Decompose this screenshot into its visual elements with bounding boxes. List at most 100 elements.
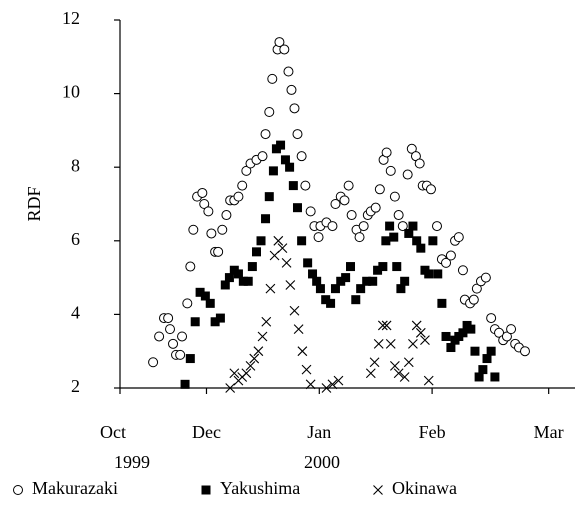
point bbox=[501, 331, 512, 342]
point bbox=[397, 221, 408, 232]
point bbox=[321, 295, 331, 305]
point bbox=[200, 291, 210, 301]
x-tick-label: Feb bbox=[419, 422, 446, 442]
x-tick-label: Mar bbox=[534, 422, 564, 442]
point bbox=[182, 298, 193, 309]
point bbox=[201, 485, 211, 495]
point bbox=[381, 236, 391, 246]
point bbox=[213, 246, 224, 257]
point bbox=[333, 375, 344, 386]
point bbox=[225, 383, 236, 393]
point bbox=[478, 365, 488, 375]
point bbox=[346, 262, 356, 272]
point bbox=[296, 151, 307, 162]
point bbox=[301, 364, 312, 375]
point bbox=[412, 236, 422, 246]
point bbox=[424, 269, 434, 279]
point bbox=[437, 298, 447, 308]
point bbox=[336, 276, 346, 286]
point bbox=[420, 335, 430, 346]
point bbox=[385, 165, 396, 176]
point bbox=[370, 202, 381, 213]
point bbox=[238, 276, 248, 286]
point bbox=[416, 243, 426, 253]
point bbox=[247, 262, 257, 272]
point bbox=[428, 236, 438, 246]
point bbox=[265, 283, 276, 294]
point bbox=[445, 250, 456, 261]
point bbox=[330, 284, 340, 294]
point bbox=[368, 276, 378, 286]
point bbox=[241, 368, 252, 379]
point bbox=[389, 191, 400, 202]
point bbox=[466, 324, 476, 334]
point bbox=[393, 368, 404, 379]
point bbox=[303, 258, 313, 268]
point bbox=[414, 158, 425, 169]
point bbox=[341, 273, 351, 283]
point bbox=[283, 66, 294, 77]
point bbox=[339, 195, 350, 206]
point bbox=[392, 262, 402, 272]
point bbox=[458, 328, 468, 338]
point bbox=[330, 199, 341, 209]
point bbox=[180, 379, 190, 389]
x-tick-label: Jan bbox=[307, 422, 331, 442]
point bbox=[249, 353, 260, 364]
point bbox=[351, 295, 361, 305]
point bbox=[276, 140, 286, 150]
point bbox=[288, 181, 298, 191]
point bbox=[217, 224, 228, 235]
point bbox=[433, 269, 443, 279]
point bbox=[490, 372, 500, 382]
y-tick-label: 10 bbox=[62, 82, 80, 102]
point bbox=[358, 221, 369, 232]
y-axis-label: RDF bbox=[24, 186, 44, 221]
point bbox=[486, 346, 496, 356]
point bbox=[373, 265, 383, 275]
point bbox=[312, 276, 322, 286]
point bbox=[446, 343, 456, 353]
point bbox=[277, 243, 288, 254]
point bbox=[241, 165, 252, 176]
point bbox=[470, 346, 480, 356]
point bbox=[269, 250, 280, 261]
point bbox=[264, 107, 275, 117]
legend-label: Okinawa bbox=[392, 478, 457, 498]
point bbox=[195, 287, 205, 297]
point bbox=[373, 338, 384, 349]
point bbox=[423, 375, 434, 386]
point bbox=[206, 228, 217, 239]
point bbox=[327, 379, 338, 390]
point bbox=[252, 247, 261, 257]
point bbox=[373, 485, 383, 495]
point bbox=[289, 103, 300, 114]
year-label: 2000 bbox=[304, 452, 340, 472]
point bbox=[300, 180, 311, 191]
x-tick-label: Dec bbox=[192, 422, 221, 442]
point bbox=[224, 273, 234, 283]
point bbox=[229, 368, 240, 379]
point bbox=[273, 235, 284, 246]
y-tick-label: 12 bbox=[62, 8, 80, 28]
point bbox=[354, 232, 365, 243]
point bbox=[315, 284, 325, 294]
point bbox=[289, 305, 300, 316]
point bbox=[308, 269, 318, 279]
point bbox=[415, 327, 426, 338]
point bbox=[411, 320, 422, 331]
point bbox=[165, 324, 176, 335]
point bbox=[292, 203, 302, 213]
point bbox=[431, 221, 442, 232]
point bbox=[237, 180, 248, 191]
point bbox=[168, 338, 179, 349]
point bbox=[453, 232, 464, 243]
point bbox=[362, 276, 372, 286]
point bbox=[215, 313, 225, 323]
point bbox=[441, 331, 451, 341]
point bbox=[506, 324, 517, 335]
point bbox=[389, 232, 399, 242]
point bbox=[346, 210, 357, 221]
point bbox=[286, 84, 297, 95]
